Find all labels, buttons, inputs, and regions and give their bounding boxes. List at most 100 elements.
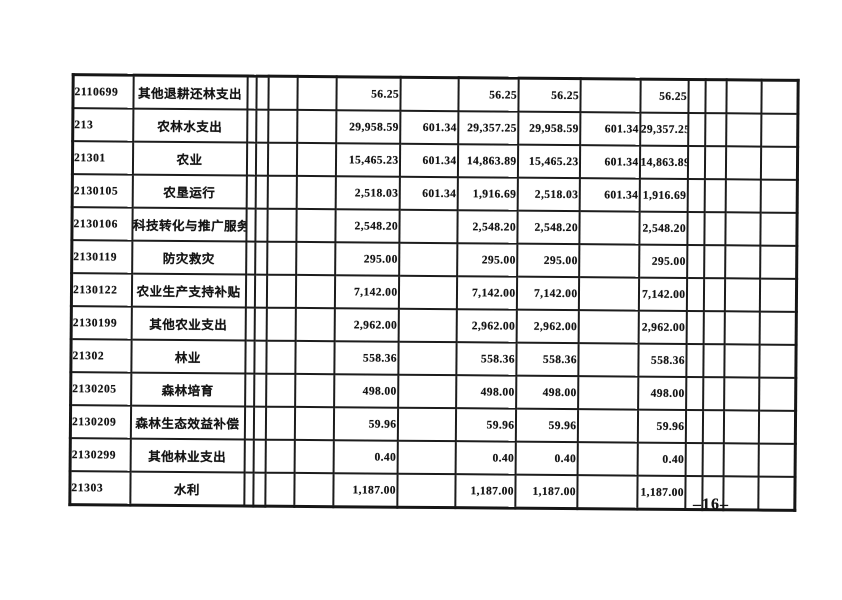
empty-cell (703, 278, 725, 312)
empty-cell (296, 175, 336, 210)
empty-cell (703, 311, 725, 345)
value-cell: 601.34 (399, 110, 458, 145)
empty-cell (725, 79, 762, 114)
value-cell: 1,187.00 (636, 475, 686, 510)
value-cell (578, 277, 639, 311)
empty-cell (687, 145, 705, 180)
empty-cell (294, 439, 334, 474)
empty-cell (702, 377, 724, 411)
value-cell: 498.00 (333, 374, 398, 408)
empty-cell (267, 109, 297, 143)
value-cell: 56.25 (335, 76, 401, 111)
value-cell (397, 440, 456, 475)
value-cell: 295.00 (334, 242, 399, 276)
value-cell: 1,916.69 (639, 178, 688, 212)
value-cell: 558.36 (333, 341, 399, 375)
empty-cell (757, 476, 796, 511)
code-cell: 21302 (70, 339, 132, 373)
value-cell: 14,863.89 (457, 144, 518, 178)
value-cell: 295.00 (638, 244, 687, 278)
empty-cell (266, 208, 297, 242)
empty-cell (703, 245, 725, 279)
name-cell: 农垦运行 (132, 174, 247, 209)
value-cell: 1,916.69 (457, 177, 518, 211)
value-cell: 2,518.03 (335, 176, 400, 210)
empty-cell (246, 76, 257, 110)
empty-cell (267, 76, 298, 110)
value-cell: 56.25 (639, 79, 689, 113)
empty-cell (296, 76, 337, 111)
value-cell: 15,465.23 (517, 144, 580, 179)
value-cell: 7,142.00 (516, 276, 579, 311)
value-cell (397, 374, 456, 409)
empty-cell (243, 472, 254, 507)
empty-cell (264, 472, 295, 507)
empty-cell (252, 472, 266, 507)
value-cell: 59.96 (455, 408, 516, 442)
code-cell: 21303 (69, 471, 131, 506)
empty-cell (723, 410, 759, 444)
empty-cell (725, 146, 761, 180)
empty-cell (724, 278, 760, 312)
empty-cell (703, 212, 726, 246)
value-cell: 558.36 (515, 342, 579, 377)
name-cell: 水利 (129, 471, 245, 507)
value-cell: 1,187.00 (514, 474, 578, 509)
empty-cell (725, 179, 761, 213)
code-cell: 2130106 (71, 207, 133, 241)
empty-cell (760, 113, 798, 147)
value-cell (398, 275, 457, 310)
empty-cell (758, 410, 796, 444)
empty-cell (686, 211, 705, 246)
table-body: 2110699 其他退耕还林支出 56.25 56.25 56.25 56.25 213 农林… (69, 74, 799, 511)
empty-cell (723, 377, 759, 411)
empty-cell (294, 373, 334, 408)
table-row: 2110699 其他退耕还林支出 56.25 56.25 56.25 56.25 (72, 74, 799, 114)
empty-cell (685, 343, 704, 378)
empty-cell (253, 373, 266, 407)
empty-cell (686, 277, 704, 312)
value-cell: 295.00 (516, 243, 579, 278)
name-cell: 森林生态效益补偿 (130, 405, 245, 440)
empty-cell (244, 406, 254, 440)
table-row: 21303 水利 1,187.00 1,187.00 1,187.00 1,187.00 (69, 471, 796, 511)
empty-cell (759, 311, 797, 345)
name-cell: 其他农业支出 (131, 306, 246, 341)
empty-cell (253, 340, 267, 374)
value-cell: 498.00 (455, 375, 516, 409)
name-cell: 农林水支出 (132, 108, 247, 143)
empty-cell (254, 274, 267, 308)
value-cell: 0.40 (515, 441, 578, 476)
value-cell (577, 442, 638, 476)
name-cell: 防灾救灾 (131, 240, 246, 275)
empty-cell (255, 109, 268, 143)
empty-cell (265, 439, 295, 473)
empty-cell (686, 310, 704, 345)
value-cell: 601.34 (399, 176, 458, 211)
page-number: –16– (693, 496, 729, 513)
empty-cell (254, 307, 267, 341)
empty-cell (687, 112, 705, 147)
empty-cell (254, 208, 268, 242)
empty-cell (704, 179, 726, 213)
empty-cell (702, 344, 725, 378)
value-cell: 59.96 (515, 408, 578, 443)
empty-cell (246, 175, 256, 209)
empty-cell (687, 79, 706, 114)
empty-cell (296, 109, 336, 144)
value-cell (576, 475, 638, 510)
empty-cell (758, 377, 796, 411)
value-cell: 601.34 (579, 112, 640, 146)
empty-cell (293, 472, 334, 507)
name-cell: 其他退耕还林支出 (132, 75, 248, 110)
empty-cell (295, 241, 335, 276)
empty-cell (294, 406, 334, 441)
empty-cell (245, 274, 255, 308)
empty-cell (760, 179, 798, 213)
empty-cell (759, 245, 797, 279)
empty-cell (702, 410, 724, 444)
empty-cell (295, 274, 335, 309)
empty-cell (704, 146, 726, 180)
empty-cell (685, 442, 703, 477)
